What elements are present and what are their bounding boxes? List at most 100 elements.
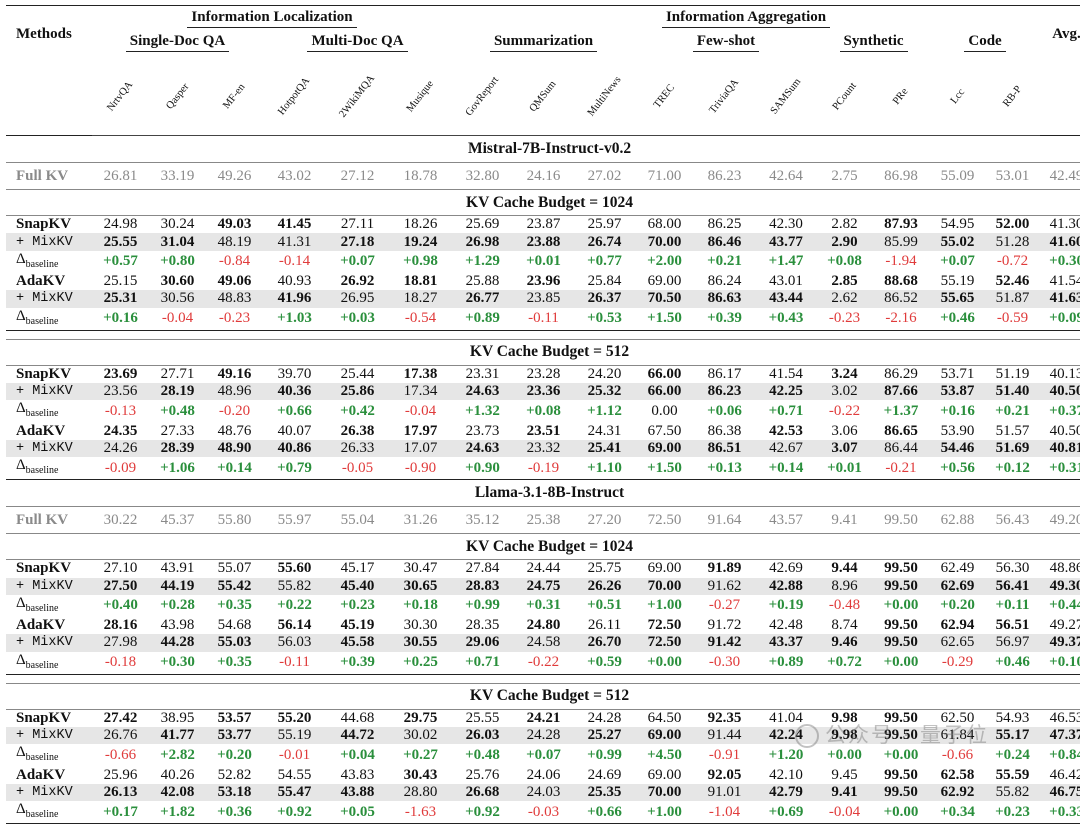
value-cell: 8.96 <box>817 577 873 595</box>
value-cell: -0.13 <box>104 402 137 419</box>
value-cell: 31.04 <box>149 233 206 251</box>
methods-header: Methods <box>6 5 92 136</box>
value-cell: 92.35 <box>707 709 742 726</box>
value-cell: 42.08 <box>149 783 206 802</box>
value-cell: +0.89 <box>755 651 818 675</box>
value-cell: 61.84 <box>930 727 986 745</box>
value-cell: 45.58 <box>326 634 389 652</box>
value-cell: 51.87 <box>985 290 1041 308</box>
dataset-header: HotpotQA <box>263 55 326 136</box>
method-label: Full KV <box>6 162 92 190</box>
method-label: Full KV <box>6 506 92 535</box>
value-cell: 53.87 <box>930 382 986 401</box>
value-cell: 42.79 <box>755 783 818 802</box>
delta-row: Δbaseline -0.09 +1.06 +0.14 +0.79 -0.05 -0.90 +… <box>6 457 1080 481</box>
value-cell: +0.48 <box>160 402 195 419</box>
value-cell: 40.26 <box>160 766 195 783</box>
value-cell: -0.48 <box>828 597 861 614</box>
value-cell: 62.50 <box>940 709 975 726</box>
value-cell: 54.95 <box>940 216 975 233</box>
value-cell: +0.16 <box>92 307 149 331</box>
value-cell: 30.43 <box>403 766 438 783</box>
value-cell: 27.50 <box>92 577 149 595</box>
value-cell: 55.04 <box>326 506 389 535</box>
value-cell: 70.00 <box>635 577 695 595</box>
value-cell: 25.97 <box>587 216 622 233</box>
value-cell: 17.07 <box>389 439 453 458</box>
dataset-header: PRe <box>872 55 931 136</box>
delta-row: Δbaseline +0.40 +0.28 +0.35 +0.22 +0.23 +0.18 +… <box>6 595 1080 617</box>
value-cell: 40.81 <box>1040 439 1080 458</box>
value-cell: +0.89 <box>452 307 514 331</box>
value-cell: +0.08 <box>827 253 862 270</box>
value-cell: +0.33 <box>1040 801 1080 824</box>
budget-title: KV Cache Budget = 1024 <box>6 533 1080 561</box>
value-cell: 55.82 <box>985 783 1041 802</box>
value-cell: 26.03 <box>452 727 514 745</box>
value-cell: 54.46 <box>930 439 986 458</box>
value-cell: +0.06 <box>707 402 742 419</box>
value-cell: +1.47 <box>768 253 804 270</box>
value-cell: 99.50 <box>884 709 918 726</box>
baseline-row: SnapKV 23.69 27.71 49.16 39.70 25.44 17.38 23.3… <box>6 365 1080 383</box>
delta-row: Δbaseline -0.18 +0.30 +0.35 -0.11 +0.39 +0.25 +… <box>6 651 1080 675</box>
value-cell: 25.86 <box>326 382 389 401</box>
budget-title: KV Cache Budget = 512 <box>6 339 1080 366</box>
value-cell: +0.20 <box>940 597 975 614</box>
value-cell: 24.16 <box>513 162 575 190</box>
value-cell: 9.46 <box>817 634 873 652</box>
value-cell: 62.92 <box>930 783 986 802</box>
value-cell: 29.06 <box>452 634 514 652</box>
value-cell: +1.00 <box>635 801 695 824</box>
method-label: Δbaseline <box>6 801 92 824</box>
method-label: SnapKV <box>16 216 72 233</box>
value-cell: 24.69 <box>587 766 622 783</box>
method-label: AdaKV <box>16 272 66 289</box>
value-cell: 54.93 <box>995 709 1030 726</box>
value-cell: +0.46 <box>930 307 986 331</box>
value-cell: +0.14 <box>206 457 263 481</box>
subgroup-code: Code <box>930 30 1040 55</box>
fullkv-row: Full KV 30.22 45.37 55.80 55.97 55.04 31.26 35.… <box>6 506 1080 535</box>
value-cell: 55.47 <box>263 783 326 802</box>
value-cell: 55.03 <box>206 634 263 652</box>
value-cell: 23.96 <box>526 272 561 289</box>
value-cell: 86.65 <box>884 422 918 439</box>
value-cell: 27.02 <box>574 162 636 190</box>
budget-title-label: KV Cache Budget = 1024 <box>6 189 1080 216</box>
value-cell: 46.42 <box>1049 766 1080 783</box>
value-cell: 48.19 <box>206 233 263 251</box>
value-cell: 53.77 <box>206 727 263 745</box>
method-label: + MixKV <box>6 634 92 652</box>
method-label: Δbaseline <box>6 651 92 675</box>
value-cell: 18.27 <box>389 290 453 308</box>
value-cell: +0.07 <box>340 253 375 270</box>
value-cell: -0.05 <box>326 457 389 481</box>
value-cell: +1.32 <box>465 402 500 419</box>
value-cell: 41.31 <box>263 233 326 251</box>
value-cell: 42.53 <box>769 422 803 439</box>
value-cell: 33.19 <box>149 162 206 190</box>
value-cell: 70.00 <box>635 233 695 251</box>
value-cell: 62.88 <box>930 506 986 535</box>
value-cell: 41.77 <box>149 727 206 745</box>
spacer-row <box>6 674 1080 684</box>
results-table: Methods Information Localization Informa… <box>6 5 1080 824</box>
value-cell: 25.44 <box>340 365 375 382</box>
value-cell: 30.60 <box>160 272 195 289</box>
value-cell: 26.95 <box>326 290 389 308</box>
value-cell: +0.66 <box>277 402 312 419</box>
value-cell: -0.22 <box>513 651 575 675</box>
value-cell: +0.40 <box>103 597 138 614</box>
value-cell: 26.13 <box>92 783 149 802</box>
value-cell: +1.29 <box>465 253 500 270</box>
method-label: + MixKV <box>6 783 92 802</box>
value-cell: 42.64 <box>755 162 818 190</box>
value-cell: 2.90 <box>817 233 873 251</box>
value-cell: 70.00 <box>635 783 695 802</box>
value-cell: 30.47 <box>403 560 438 577</box>
value-cell: 44.28 <box>149 634 206 652</box>
dataset-header: 2WikiMQA <box>326 55 389 136</box>
value-cell: 69.00 <box>635 727 695 745</box>
value-cell: 49.20 <box>1040 506 1080 535</box>
